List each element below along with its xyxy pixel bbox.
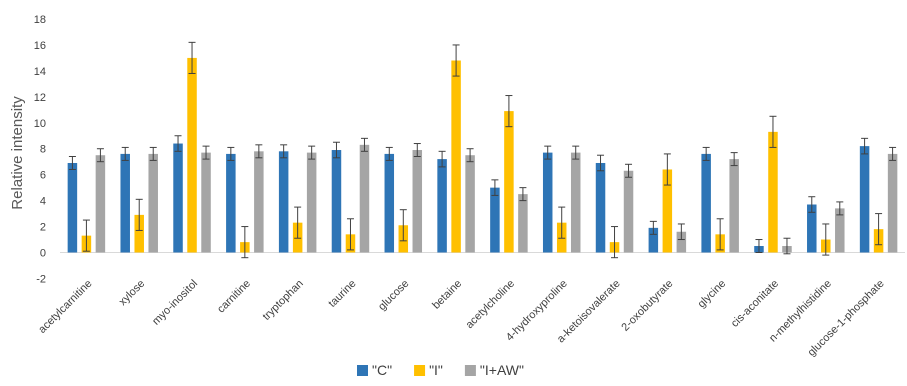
y-tick-label: 14 bbox=[34, 66, 46, 78]
bar bbox=[95, 155, 106, 253]
legend-swatch bbox=[357, 365, 368, 376]
legend-label: "C" bbox=[372, 362, 392, 378]
bar bbox=[148, 153, 158, 253]
y-axis-title-group: Relative intensity bbox=[9, 96, 26, 210]
bar bbox=[67, 162, 78, 253]
bar bbox=[173, 143, 183, 253]
bar bbox=[226, 153, 236, 253]
legend-swatch bbox=[464, 365, 476, 376]
category-label: glucose bbox=[376, 278, 411, 313]
category-label: carnitine bbox=[215, 278, 253, 316]
bar bbox=[648, 227, 659, 253]
category-label: taurine bbox=[326, 278, 358, 310]
bar bbox=[887, 153, 898, 253]
y-tick-label: 0 bbox=[40, 248, 46, 260]
category-label: cis-aconitate bbox=[729, 278, 781, 330]
y-tick-label: 18 bbox=[34, 14, 46, 26]
legend: "C" "I" "I+AW" bbox=[357, 362, 524, 378]
category-label: 2-oxobutyrate bbox=[619, 278, 675, 334]
bar bbox=[437, 159, 447, 253]
category-label: acetylcarnitine bbox=[36, 278, 94, 336]
bar bbox=[729, 159, 739, 253]
bar bbox=[768, 131, 778, 253]
bar bbox=[518, 194, 528, 253]
bar bbox=[676, 231, 687, 253]
bar bbox=[835, 208, 845, 253]
y-tick-labels: -2 0 2 4 6 8 10 12 14 16 18 bbox=[34, 14, 46, 285]
bars-layer bbox=[67, 57, 898, 253]
bar bbox=[134, 214, 144, 253]
legend-swatch bbox=[414, 365, 426, 376]
bar bbox=[542, 152, 553, 253]
bar bbox=[278, 151, 289, 253]
category-label: tryptophan bbox=[261, 278, 306, 323]
y-tick-label: 10 bbox=[34, 118, 46, 130]
bar bbox=[859, 146, 870, 253]
bar bbox=[306, 152, 317, 253]
bar bbox=[331, 150, 342, 253]
bar bbox=[187, 57, 197, 253]
legend-label: "I" bbox=[429, 362, 443, 378]
bar bbox=[701, 153, 711, 253]
bar bbox=[807, 204, 817, 253]
bar bbox=[623, 170, 634, 253]
bar bbox=[120, 153, 130, 253]
category-label: xylose bbox=[117, 278, 148, 309]
bar bbox=[254, 151, 264, 253]
bar bbox=[490, 187, 500, 253]
y-tick-label: -2 bbox=[36, 273, 46, 285]
bar bbox=[201, 152, 211, 253]
category-label: myo-inositol bbox=[150, 278, 200, 328]
category-label: acetylcholine bbox=[464, 278, 517, 331]
bar bbox=[662, 169, 673, 253]
bar bbox=[412, 150, 423, 253]
bar bbox=[465, 155, 475, 253]
category-labels: acetylcarnitine xylose myo-inositol carniti… bbox=[36, 278, 886, 359]
bar bbox=[451, 60, 461, 253]
bar bbox=[595, 162, 606, 253]
y-tick-label: 4 bbox=[40, 196, 46, 208]
bar bbox=[504, 111, 514, 253]
category-label: glycine bbox=[696, 278, 729, 311]
bar bbox=[570, 152, 581, 253]
error-bars-layer bbox=[68, 41, 897, 259]
y-tick-label: 6 bbox=[40, 170, 46, 182]
bar bbox=[384, 153, 395, 253]
y-axis-title: Relative intensity bbox=[9, 96, 26, 210]
y-tick-label: 16 bbox=[34, 40, 46, 52]
y-tick-label: 12 bbox=[34, 92, 46, 104]
bar bbox=[359, 144, 370, 253]
legend-label: "I+AW" bbox=[480, 362, 524, 378]
y-tick-label: 8 bbox=[40, 144, 46, 156]
y-tick-label: 2 bbox=[40, 222, 46, 234]
category-label: betaine bbox=[430, 278, 464, 312]
